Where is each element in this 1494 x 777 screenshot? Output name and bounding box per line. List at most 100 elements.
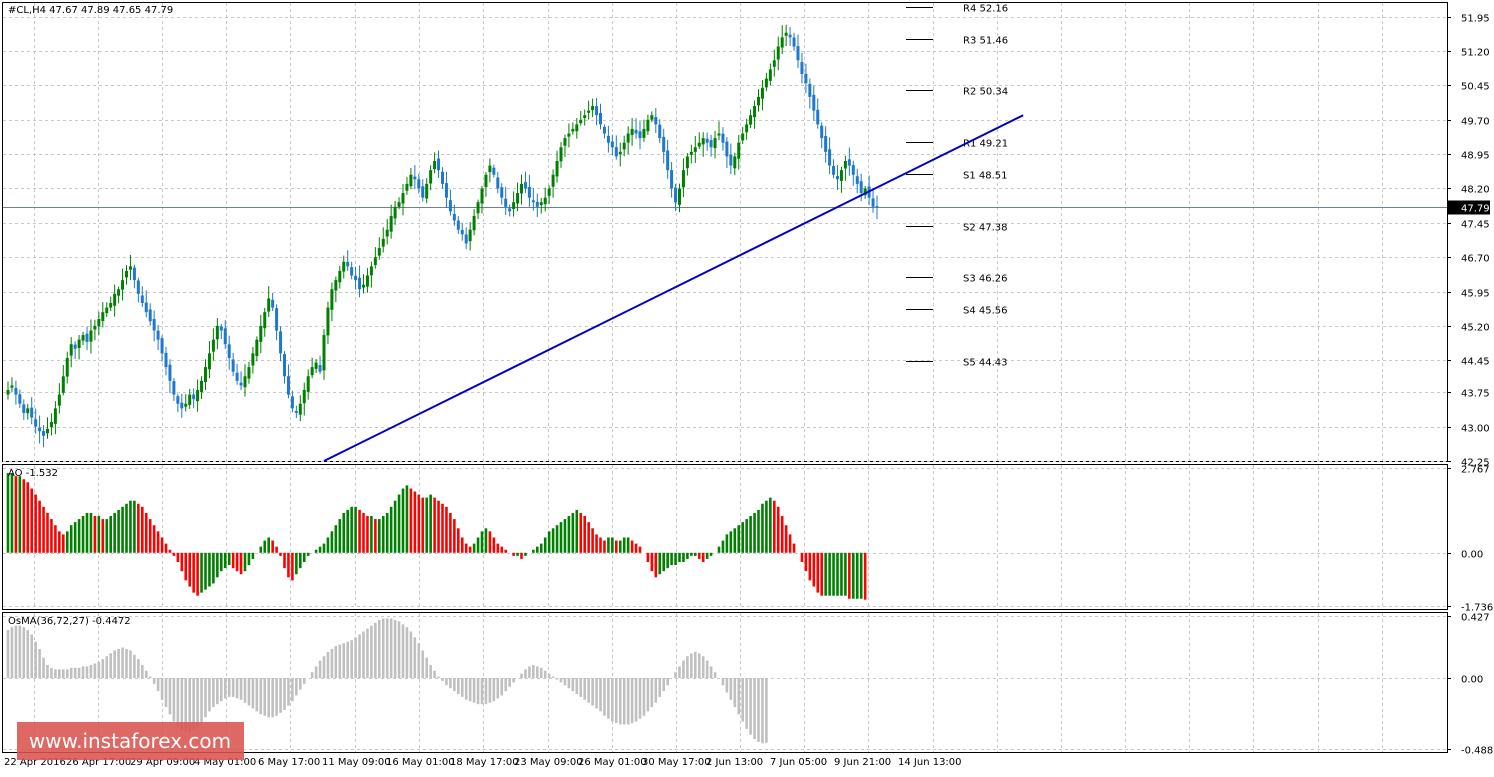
osma-panel-label: OsMA(36,72,27) -0.4472 <box>8 616 131 627</box>
candle-body <box>547 188 551 196</box>
time-axis-label: 26 May 01:00 <box>578 757 647 768</box>
candle-body <box>164 352 168 368</box>
candle-body <box>401 193 405 204</box>
candle-body <box>725 141 729 157</box>
osma-panel-frame <box>2 612 1448 753</box>
candle-body <box>286 376 290 395</box>
price-axis-label: 51.20 <box>1461 48 1490 59</box>
candle-body <box>6 390 10 395</box>
current-price-tag <box>1448 200 1490 215</box>
candle-body <box>472 215 476 231</box>
candle-body <box>306 376 310 392</box>
candle-body <box>227 344 231 358</box>
watermark-text: www.instaforex.com <box>29 729 231 753</box>
indicator-axis-label: 2.767 <box>1461 465 1490 476</box>
candle-body <box>768 69 772 81</box>
price-axis-label: 51.95 <box>1461 14 1490 25</box>
time-axis-label: 30 May 17:00 <box>642 757 711 768</box>
candle-body <box>89 330 93 342</box>
price-axis-label: 42.25 <box>1461 458 1490 469</box>
time-axis-label: 23 May 09:00 <box>514 757 583 768</box>
candle-body <box>346 261 350 267</box>
candle-body <box>381 238 385 247</box>
candle-body <box>393 206 397 219</box>
pivot-levels-layer: R4 52.16 R3 51.46 R2 50.34 R1 49.21 S1 48.51… <box>906 4 1008 369</box>
candle-body <box>709 140 713 148</box>
candle-body <box>531 200 535 203</box>
candle-body <box>804 73 808 84</box>
candle-body <box>144 302 148 313</box>
candle-body <box>563 138 567 146</box>
candle-body <box>314 362 318 369</box>
candle-body <box>658 124 662 139</box>
candle-body <box>417 179 421 189</box>
candle-body <box>365 275 369 287</box>
candle-body <box>22 404 26 413</box>
candle-body <box>243 376 247 388</box>
candle-body <box>405 183 409 191</box>
candle-body <box>555 161 559 177</box>
time-axis-label: 29 Apr 09:00 <box>130 757 195 768</box>
candle-body <box>753 106 757 118</box>
candle-body <box>855 176 859 184</box>
candle-body <box>14 387 18 395</box>
candle-body <box>800 62 804 74</box>
candle-body <box>520 183 523 194</box>
candle-body <box>847 159 851 166</box>
candle-body <box>587 110 591 113</box>
candle-body <box>516 193 520 204</box>
pivot-level-label: S2 47.38 <box>963 223 1008 234</box>
candle-body <box>444 183 448 198</box>
candle-body <box>42 431 46 436</box>
candle-body <box>310 367 314 376</box>
candle-body <box>101 312 105 322</box>
candle-body <box>836 176 839 180</box>
candle-body <box>105 307 109 314</box>
candle-body <box>279 331 283 354</box>
pivot-level-label: S1 48.51 <box>963 171 1008 182</box>
candle-body <box>610 141 614 148</box>
candle-body <box>508 208 512 212</box>
candle-body <box>630 128 634 135</box>
candle-body <box>140 295 144 303</box>
candle-body <box>219 326 223 331</box>
candle-body <box>298 403 302 415</box>
candle-body <box>816 109 820 125</box>
candle-body <box>223 328 227 345</box>
candle-body <box>128 266 132 270</box>
candle-body <box>196 390 200 402</box>
osma-histogram-layer <box>6 618 768 744</box>
pivot-level-label: R4 52.16 <box>963 4 1008 15</box>
candle-body <box>595 106 599 116</box>
candle-body <box>863 188 867 196</box>
candle-body <box>543 197 547 205</box>
candle-body <box>448 200 452 212</box>
price-axis-label: 48.95 <box>1461 151 1490 162</box>
candle-body <box>231 359 235 372</box>
candle-body <box>342 261 346 272</box>
candle-body <box>302 390 306 404</box>
candle-body <box>358 277 362 290</box>
pivot-level-label: R3 51.46 <box>963 36 1008 47</box>
indicator-axis-label: -0.4888 <box>1461 746 1494 757</box>
candle-body <box>527 186 531 198</box>
candle-body <box>681 170 685 188</box>
candle-body <box>606 135 610 143</box>
candle-body <box>184 403 188 407</box>
candle-body <box>685 156 689 169</box>
price-axis-label: 50.45 <box>1461 82 1490 93</box>
candle-body <box>843 161 847 169</box>
candle-body <box>437 158 441 171</box>
candle-body <box>330 289 334 310</box>
candle-body <box>733 156 737 169</box>
candle-body <box>397 202 401 207</box>
price-axis-label: 47.45 <box>1461 220 1490 231</box>
candle-body <box>492 167 496 175</box>
candle-body <box>148 309 152 322</box>
candle-body <box>480 188 484 204</box>
candle-body <box>745 124 749 133</box>
candle-body <box>760 87 764 99</box>
candle-body <box>500 187 504 198</box>
